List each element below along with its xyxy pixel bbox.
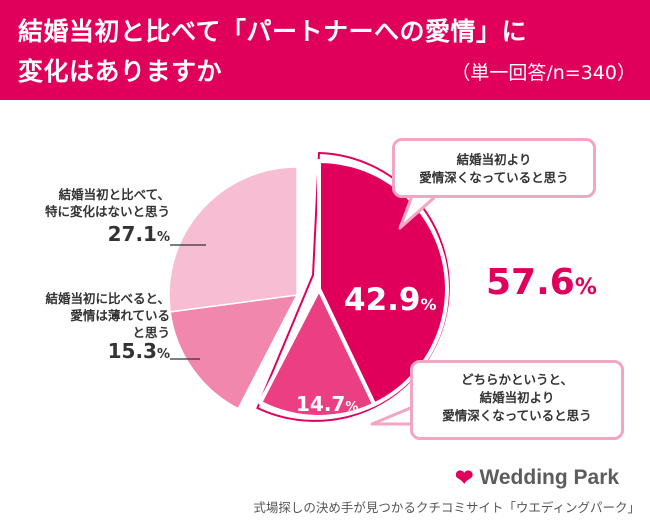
pie-slice-somewhat [258, 287, 377, 419]
chart-title-line2: 変化はありますか [18, 57, 223, 86]
pct-no-change-value: 27.1 [107, 222, 157, 246]
pct-more: 42.9% [344, 282, 437, 318]
label-decreased: 結婚当初に比べると、 愛情は薄れている と思う 15.3% [10, 290, 170, 363]
callout-somewhat-line1: どちらかというと、 [460, 372, 573, 387]
pct-no-change-unit: % [156, 230, 170, 245]
pct-more-unit: % [420, 295, 437, 314]
label-decreased-line3: と思う [132, 325, 170, 340]
heart-icon: ❤ [455, 465, 474, 490]
label-decreased-line1: 結婚当初に比べると、 [45, 291, 170, 306]
brand-logo: ❤ Wedding Park [455, 466, 619, 490]
label-decreased-pct: 15.3% [108, 339, 170, 363]
pct-somewhat: 14.7% [296, 392, 358, 416]
pct-more-value: 42.9 [344, 282, 421, 318]
callout-more: 結婚当初より 愛情深くなっていると思う [392, 138, 596, 198]
pie-slice-decreased [169, 294, 298, 410]
combined-total-pct: 57.6% [486, 262, 597, 303]
label-no-change-line1: 結婚当初と比べて、 [58, 187, 170, 202]
chart-title-line1: 結婚当初と比べて「パートナーへの愛情」に [18, 17, 528, 46]
combined-total-value: 57.6 [486, 262, 575, 303]
brand-name: Wedding Park [479, 466, 620, 489]
callout-more-line1: 結婚当初より [456, 152, 532, 167]
label-decreased-pct-wrap: 15.3% [10, 341, 170, 363]
pie-slice-no-change [168, 166, 298, 313]
label-no-change-pct: 27.1% [108, 222, 170, 246]
combined-total-unit: % [574, 275, 597, 300]
pct-decreased-value: 15.3 [107, 339, 157, 363]
pct-decreased-unit: % [156, 347, 170, 362]
label-no-change-pct-wrap: 27.1% [10, 224, 170, 246]
footer-tagline: 式場探しの決め手が見つかるクチコミサイト「ウエディングパーク」 [253, 500, 640, 515]
header-banner: 結婚当初と比べて「パートナーへの愛情」に 変化はありますか （単一回答/n=34… [0, 0, 650, 100]
callout-somewhat-line3: 愛情深くなっていると思う [442, 408, 592, 423]
pct-somewhat-value: 14.7 [296, 392, 346, 416]
label-no-change-line2: 特に変化はないと思う [44, 204, 170, 219]
label-decreased-line2: 愛情は薄れている [70, 308, 170, 323]
callout-more-line2: 愛情深くなっていると思う [419, 170, 569, 185]
label-no-change: 結婚当初と比べて、 特に変化はないと思う 27.1% [10, 186, 170, 246]
callout-somewhat-line2: 結婚当初より [479, 390, 555, 405]
callout-somewhat: どちらかというと、 結婚当初より 愛情深くなっていると思う [410, 360, 624, 440]
pct-somewhat-unit: % [345, 400, 359, 415]
chart-subtitle: （単一回答/n=340） [451, 62, 636, 84]
